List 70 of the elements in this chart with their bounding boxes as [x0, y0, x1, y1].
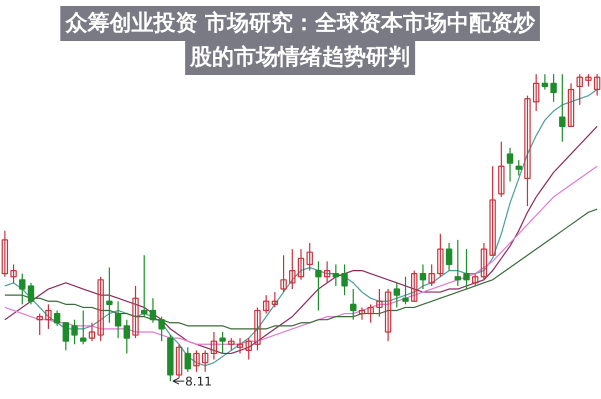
candlestick	[2, 230, 8, 278]
candlestick	[358, 306, 366, 320]
candlestick	[472, 273, 478, 287]
candlestick	[532, 74, 540, 112]
candlestick	[437, 233, 444, 278]
candlestick	[71, 319, 78, 345]
candlestick	[210, 331, 218, 360]
candlestick	[489, 166, 496, 256]
candlestick	[576, 74, 583, 106]
candlestick	[80, 310, 86, 345]
candlestick	[141, 254, 148, 318]
candlestick	[114, 300, 122, 339]
candlestick	[45, 304, 52, 330]
chart-title: 众筹创业投资 市场研究：全球资本市场中配资炒股的市场情绪趋势研判	[64, 10, 536, 70]
candlestick	[176, 344, 182, 379]
candlestick	[202, 350, 208, 372]
candlestick	[332, 264, 340, 287]
candlestick	[132, 285, 139, 339]
candlestick	[350, 288, 356, 320]
candlestick	[228, 338, 235, 351]
candlestick	[315, 260, 322, 312]
candlestick	[367, 304, 374, 324]
candlestick	[428, 264, 435, 287]
candlestick	[150, 298, 156, 324]
candlestick	[88, 322, 96, 342]
candlestick	[506, 147, 514, 182]
candlestick	[254, 306, 261, 351]
candlestick	[10, 264, 17, 284]
candlestick	[420, 264, 426, 290]
candlestick	[480, 242, 488, 280]
candlestick	[568, 82, 574, 127]
candlestick	[28, 282, 34, 305]
candlestick	[19, 273, 26, 305]
candlestick	[97, 276, 104, 342]
candlestick	[376, 288, 383, 318]
candlestick	[62, 322, 70, 351]
candlestick	[158, 316, 165, 342]
candlestick	[498, 141, 505, 198]
candlestick	[306, 242, 313, 272]
candlestick	[246, 338, 252, 360]
annotation: 8.11	[185, 374, 212, 389]
candlestick	[193, 350, 200, 372]
candlestick	[54, 310, 60, 326]
candlestick	[272, 291, 278, 308]
candlestick	[219, 331, 226, 354]
candlestick	[446, 242, 452, 272]
candlestick	[524, 95, 531, 207]
candlestick	[289, 248, 296, 290]
candlestick	[184, 346, 191, 372]
candlestick	[454, 239, 461, 287]
candlestick	[341, 264, 348, 296]
candlestick	[550, 74, 557, 102]
candlestick	[585, 74, 592, 88]
candlestick	[236, 338, 244, 354]
candlestick	[280, 254, 287, 293]
candlestick	[106, 266, 113, 324]
candlestick	[542, 74, 548, 90]
candlestick	[298, 248, 304, 280]
candlestick	[384, 288, 392, 342]
candlestick	[402, 276, 409, 305]
candlestick	[594, 74, 600, 96]
candlestick	[394, 282, 400, 308]
candlestick	[463, 248, 470, 290]
candlestick	[262, 294, 270, 314]
candlestick	[516, 160, 522, 176]
candlestick	[411, 270, 418, 302]
candlestick	[36, 312, 43, 336]
candlestick	[559, 74, 566, 142]
candlestick	[124, 319, 130, 354]
candlestick	[324, 260, 330, 284]
